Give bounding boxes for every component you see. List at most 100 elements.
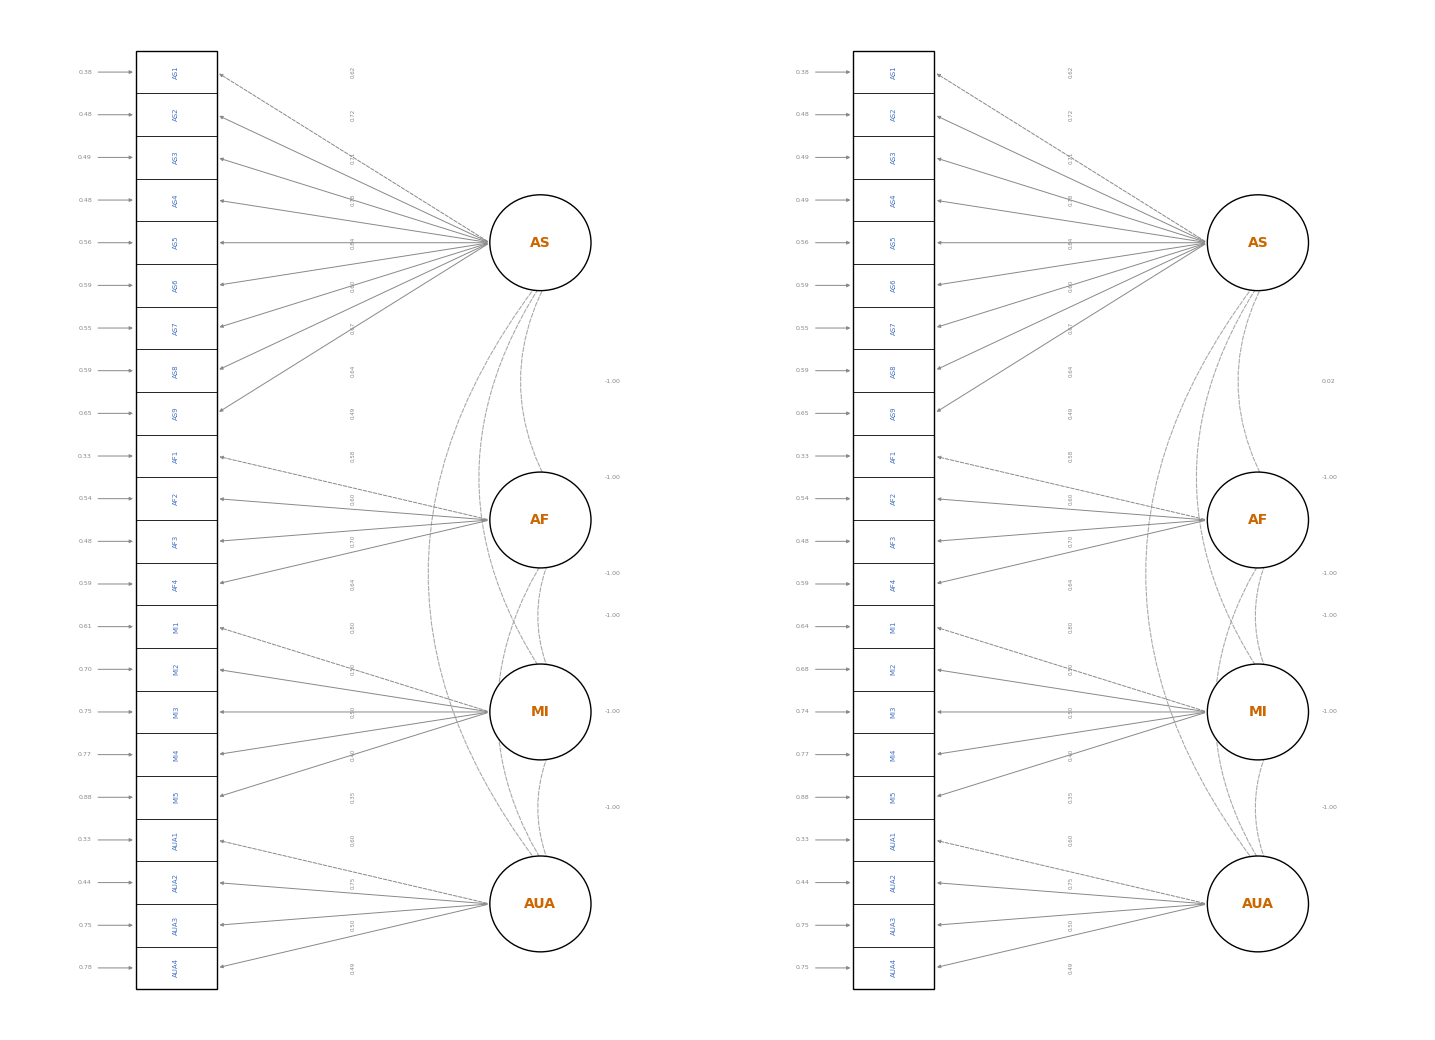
Text: MI5: MI5 (891, 791, 897, 804)
Text: 0.75: 0.75 (795, 965, 809, 970)
Text: AS4: AS4 (891, 193, 897, 207)
Text: AUA3: AUA3 (891, 915, 897, 935)
Text: MI3: MI3 (174, 706, 179, 719)
Text: 0.62: 0.62 (350, 66, 356, 78)
Text: 0.35: 0.35 (1068, 791, 1073, 804)
Text: 0.49: 0.49 (350, 962, 356, 974)
Text: 0.44: 0.44 (795, 880, 809, 885)
Text: 0.56: 0.56 (796, 240, 809, 245)
Text: AS8: AS8 (174, 364, 179, 378)
Text: 0.49: 0.49 (350, 408, 356, 419)
Text: AF1: AF1 (174, 449, 179, 463)
Text: MI1: MI1 (174, 621, 179, 633)
Text: AUA1: AUA1 (891, 830, 897, 850)
Text: 0.67: 0.67 (350, 322, 356, 334)
Text: MI4: MI4 (174, 749, 179, 761)
Text: 0.48: 0.48 (77, 198, 92, 203)
Text: 0.64: 0.64 (350, 365, 356, 376)
Text: AS6: AS6 (174, 279, 179, 292)
Text: 0.49: 0.49 (795, 198, 809, 203)
Text: 0.56: 0.56 (79, 240, 92, 245)
Text: 0.48: 0.48 (77, 539, 92, 544)
Text: 0.49: 0.49 (1068, 962, 1073, 974)
Text: 0.64: 0.64 (795, 624, 809, 629)
Text: 0.70: 0.70 (77, 667, 92, 672)
Text: AS6: AS6 (891, 279, 897, 292)
Text: AF3: AF3 (891, 535, 897, 548)
Text: 0.50: 0.50 (350, 706, 356, 718)
Text: 0.35: 0.35 (350, 791, 356, 804)
Ellipse shape (489, 472, 591, 568)
Ellipse shape (1207, 472, 1309, 568)
Text: 0.33: 0.33 (795, 837, 809, 842)
Text: AUA2: AUA2 (891, 874, 897, 892)
Text: -1.00: -1.00 (604, 614, 620, 619)
Text: 0.65: 0.65 (796, 411, 809, 416)
Text: 0.59: 0.59 (77, 283, 92, 288)
Text: 0.59: 0.59 (77, 581, 92, 587)
Ellipse shape (489, 194, 591, 290)
Text: -1.00: -1.00 (604, 379, 620, 384)
Text: AUA4: AUA4 (174, 959, 179, 978)
Text: 0.59: 0.59 (77, 368, 92, 373)
Text: 0.75: 0.75 (795, 922, 809, 928)
Text: -1.00: -1.00 (1322, 571, 1337, 576)
Text: 0.77: 0.77 (77, 752, 92, 757)
Text: 0.75: 0.75 (77, 922, 92, 928)
Text: 0.70: 0.70 (350, 536, 356, 547)
Text: 0.84: 0.84 (1068, 236, 1073, 249)
Text: -1.00: -1.00 (1322, 614, 1337, 619)
Text: AF2: AF2 (891, 492, 897, 505)
Text: 0.64: 0.64 (350, 578, 356, 590)
Text: 0.61: 0.61 (79, 624, 92, 629)
Text: 0.64: 0.64 (1068, 578, 1073, 590)
Text: AS5: AS5 (891, 236, 897, 250)
Text: 0.33: 0.33 (77, 453, 92, 459)
Text: AUA3: AUA3 (174, 915, 179, 935)
Text: -1.00: -1.00 (1322, 709, 1337, 714)
Text: 0.59: 0.59 (795, 581, 809, 587)
Text: 0.60: 0.60 (350, 280, 356, 291)
Text: 0.48: 0.48 (77, 112, 92, 118)
Text: 0.78: 0.78 (1068, 193, 1073, 206)
Text: 0.40: 0.40 (350, 749, 356, 760)
Text: 0.75: 0.75 (77, 709, 92, 714)
Text: 0.49: 0.49 (77, 155, 92, 160)
Text: AS4: AS4 (174, 193, 179, 207)
Text: MI3: MI3 (891, 706, 897, 719)
Ellipse shape (1207, 856, 1309, 952)
Text: AS3: AS3 (891, 151, 897, 164)
Text: AUA: AUA (1241, 896, 1274, 911)
Text: 0.49: 0.49 (795, 155, 809, 160)
Text: 0.60: 0.60 (1068, 834, 1073, 847)
Text: AS: AS (1247, 236, 1269, 250)
Text: 0.44: 0.44 (77, 880, 92, 885)
Text: 0.75: 0.75 (1068, 877, 1073, 889)
Text: 0.60: 0.60 (350, 834, 356, 847)
Text: 0.65: 0.65 (79, 411, 92, 416)
Text: AS2: AS2 (174, 108, 179, 122)
Text: AUA: AUA (524, 896, 557, 911)
Ellipse shape (489, 665, 591, 760)
Text: AS1: AS1 (174, 66, 179, 79)
Text: 0.77: 0.77 (795, 752, 809, 757)
Text: 0.50: 0.50 (1068, 919, 1073, 932)
Text: 0.33: 0.33 (795, 453, 809, 459)
Text: 0.80: 0.80 (1068, 621, 1073, 632)
Text: 0.55: 0.55 (79, 326, 92, 331)
Text: 0.62: 0.62 (1068, 66, 1073, 78)
Ellipse shape (1207, 665, 1309, 760)
Text: AS5: AS5 (174, 236, 179, 250)
Text: AUA4: AUA4 (891, 959, 897, 978)
Text: 0.60: 0.60 (1068, 493, 1073, 504)
Text: 0.50: 0.50 (1068, 706, 1073, 718)
Text: 0.88: 0.88 (79, 795, 92, 800)
Text: 0.80: 0.80 (350, 621, 356, 632)
Text: AS8: AS8 (891, 364, 897, 378)
Text: 0.74: 0.74 (795, 709, 809, 714)
Text: 0.70: 0.70 (1068, 536, 1073, 547)
Text: MI2: MI2 (891, 664, 897, 676)
Text: AF3: AF3 (174, 535, 179, 548)
Text: 0.58: 0.58 (1068, 450, 1073, 462)
Text: AS: AS (530, 236, 551, 250)
